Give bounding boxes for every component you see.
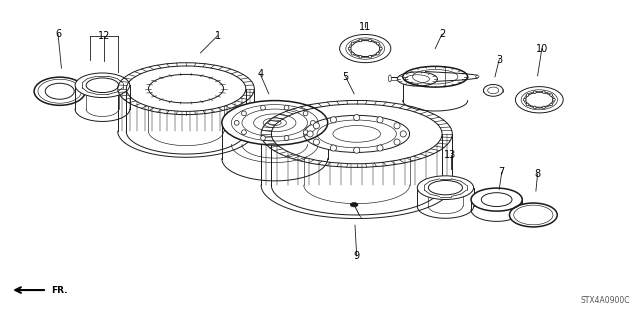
Circle shape [380, 47, 382, 50]
Circle shape [351, 42, 354, 45]
Circle shape [376, 52, 380, 55]
Circle shape [284, 136, 289, 140]
Text: 5: 5 [342, 72, 349, 82]
Circle shape [303, 111, 308, 116]
Circle shape [526, 94, 529, 96]
Ellipse shape [126, 66, 246, 111]
Circle shape [394, 123, 400, 129]
Text: 7: 7 [499, 167, 505, 177]
Circle shape [351, 52, 354, 55]
Circle shape [310, 120, 316, 125]
Circle shape [348, 47, 351, 50]
Circle shape [241, 130, 246, 135]
Ellipse shape [471, 188, 522, 211]
Ellipse shape [271, 104, 442, 164]
Circle shape [359, 55, 362, 58]
Circle shape [552, 99, 556, 101]
Text: 10: 10 [536, 44, 548, 54]
Text: FR.: FR. [51, 286, 68, 294]
Text: 8: 8 [534, 169, 541, 179]
Circle shape [400, 131, 406, 137]
Circle shape [354, 147, 360, 153]
Ellipse shape [388, 75, 391, 82]
Ellipse shape [34, 77, 85, 105]
Ellipse shape [403, 66, 468, 87]
Ellipse shape [525, 92, 553, 107]
Circle shape [307, 131, 313, 137]
Circle shape [377, 117, 383, 123]
Circle shape [394, 139, 400, 145]
Ellipse shape [304, 115, 410, 152]
Circle shape [550, 94, 552, 96]
Ellipse shape [340, 34, 391, 63]
Text: 12: 12 [98, 31, 110, 41]
Circle shape [314, 139, 319, 145]
Circle shape [330, 145, 337, 151]
Circle shape [284, 105, 289, 110]
Circle shape [376, 42, 380, 45]
Circle shape [330, 117, 337, 123]
Circle shape [534, 106, 536, 109]
Circle shape [543, 91, 545, 93]
Ellipse shape [350, 203, 358, 207]
Circle shape [543, 106, 545, 109]
Circle shape [550, 103, 552, 106]
Text: 4: 4 [257, 69, 263, 79]
Circle shape [377, 145, 383, 151]
Circle shape [241, 111, 246, 116]
Ellipse shape [351, 41, 380, 56]
Circle shape [314, 123, 319, 129]
Ellipse shape [509, 203, 557, 227]
Circle shape [534, 91, 536, 93]
Text: 2: 2 [439, 29, 445, 39]
Ellipse shape [514, 205, 553, 225]
Ellipse shape [45, 83, 74, 99]
Ellipse shape [148, 74, 223, 103]
Ellipse shape [397, 72, 438, 86]
Ellipse shape [222, 100, 328, 145]
Circle shape [260, 105, 266, 110]
Circle shape [369, 55, 371, 58]
Ellipse shape [75, 73, 130, 98]
Text: 11: 11 [359, 22, 371, 32]
Circle shape [526, 103, 529, 106]
Ellipse shape [428, 181, 463, 195]
Text: 13: 13 [444, 150, 457, 160]
Circle shape [354, 115, 360, 121]
Ellipse shape [417, 176, 474, 199]
Circle shape [524, 99, 526, 101]
Circle shape [260, 136, 266, 140]
Text: 3: 3 [496, 55, 502, 65]
Circle shape [369, 39, 371, 42]
Circle shape [359, 39, 362, 42]
Circle shape [303, 130, 308, 135]
Ellipse shape [86, 78, 118, 93]
Text: STX4A0900C: STX4A0900C [580, 296, 630, 305]
Ellipse shape [483, 85, 503, 96]
Text: 6: 6 [55, 29, 61, 39]
Text: 1: 1 [214, 31, 221, 41]
Ellipse shape [476, 76, 479, 78]
Text: 9: 9 [354, 251, 360, 261]
Circle shape [234, 120, 239, 125]
Ellipse shape [515, 87, 563, 113]
